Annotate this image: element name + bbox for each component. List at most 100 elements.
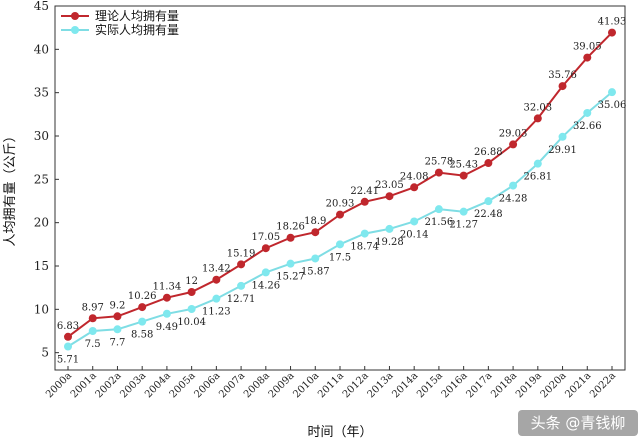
data-label-theoretical: 22.41 xyxy=(350,186,379,197)
plot-frame xyxy=(54,5,626,371)
data-point-actual xyxy=(212,294,221,303)
data-label-actual: 12.71 xyxy=(227,294,256,305)
x-tick-label: 2014a xyxy=(390,370,420,400)
data-label-actual: 26.81 xyxy=(523,172,552,183)
data-label-theoretical: 13.42 xyxy=(202,264,231,275)
data-point-theoretical xyxy=(410,183,419,192)
data-label-actual: 7.7 xyxy=(110,337,126,348)
data-point-actual xyxy=(261,268,270,277)
data-point-actual xyxy=(88,327,97,335)
data-point-actual xyxy=(583,108,592,117)
series-layer xyxy=(64,28,616,351)
data-point-theoretical xyxy=(484,159,493,168)
data-point-theoretical xyxy=(360,197,369,206)
data-point-actual xyxy=(360,229,369,238)
data-point-actual xyxy=(336,240,344,249)
data-label-theoretical: 41.93 xyxy=(598,17,627,28)
x-tick-label: 2021a xyxy=(563,370,593,400)
data-label-actual: 20.14 xyxy=(400,229,429,240)
y-tick-label: 40 xyxy=(34,42,49,56)
watermark: 头条 @青钱柳 xyxy=(518,410,638,436)
data-point-actual xyxy=(64,342,72,351)
data-label-theoretical: 8.97 xyxy=(82,302,104,313)
data-point-theoretical xyxy=(113,312,122,321)
data-label-actual: 21.27 xyxy=(449,220,478,231)
data-label-actual: 24.28 xyxy=(499,194,528,205)
x-tick-label: 2008a xyxy=(242,370,272,400)
data-label-actual: 11.23 xyxy=(202,307,231,318)
data-label-theoretical: 12 xyxy=(185,276,198,287)
data-point-theoretical xyxy=(608,28,616,37)
data-label-actual: 9.49 xyxy=(156,322,178,333)
y-axis-title: 人均拥有量（公斤） xyxy=(3,129,18,246)
data-point-theoretical xyxy=(434,168,443,177)
data-point-actual xyxy=(237,281,246,290)
data-point-theoretical xyxy=(459,171,468,180)
x-tick-label: 2019a xyxy=(514,370,544,400)
data-label-theoretical: 6.83 xyxy=(57,321,79,332)
y-tick-label: 10 xyxy=(34,302,49,316)
data-point-theoretical xyxy=(162,293,171,302)
x-axis-title: 时间（年） xyxy=(307,425,372,440)
data-label-theoretical: 10.26 xyxy=(128,291,157,302)
data-label-actual: 21.56 xyxy=(425,217,454,228)
data-point-actual xyxy=(187,304,196,313)
x-tick-label: 2005a xyxy=(168,370,198,400)
data-label-theoretical: 11.34 xyxy=(153,282,182,293)
data-point-theoretical xyxy=(187,288,196,296)
y-tick-label: 30 xyxy=(34,129,49,143)
x-tick-label: 2007a xyxy=(217,370,247,400)
data-point-theoretical xyxy=(286,233,295,242)
legend-label-theoretical: 理论人均拥有量 xyxy=(95,9,179,23)
x-tick-label: 2017a xyxy=(464,370,494,400)
data-point-actual xyxy=(459,207,468,216)
data-point-actual xyxy=(434,205,443,214)
data-point-theoretical xyxy=(88,314,97,323)
data-point-theoretical xyxy=(533,114,542,123)
x-tick-label: 2003a xyxy=(118,370,148,400)
x-tick-label: 2012a xyxy=(341,370,371,400)
watermark-background xyxy=(518,410,638,436)
x-tick-label: 2011a xyxy=(316,370,346,400)
x-tick-label: 2020a xyxy=(539,370,569,400)
legend-marker-theoretical xyxy=(71,12,79,20)
data-point-theoretical xyxy=(261,244,270,253)
data-label-actual: 35.06 xyxy=(598,100,627,111)
data-label-actual: 10.04 xyxy=(177,317,206,328)
data-label-actual: 15.87 xyxy=(301,266,330,277)
data-label-actual: 7.5 xyxy=(85,339,101,350)
data-point-theoretical xyxy=(336,210,344,219)
data-label-theoretical: 18.9 xyxy=(304,216,326,227)
legend-label-actual: 实际人均拥有量 xyxy=(95,22,179,37)
data-label-theoretical: 20.93 xyxy=(326,199,355,210)
data-point-theoretical xyxy=(509,140,518,149)
data-point-theoretical xyxy=(64,332,72,341)
data-point-actual xyxy=(558,132,567,141)
x-tick-label: 2016a xyxy=(440,370,470,400)
x-tick-label: 2004a xyxy=(143,370,173,400)
data-label-theoretical: 23.05 xyxy=(375,180,404,191)
series-line-actual xyxy=(67,91,613,348)
x-tick-label: 2022a xyxy=(588,370,618,400)
data-label-theoretical: 9.2 xyxy=(110,300,126,311)
legend-marker-actual xyxy=(71,26,79,34)
data-label-actual: 29.91 xyxy=(548,145,577,156)
y-axis: 5 10 15 20 25 30 35 40 45 xyxy=(34,0,59,360)
data-point-actual xyxy=(138,317,147,326)
data-point-actual xyxy=(113,325,122,334)
watermark-text: 头条 @青钱柳 xyxy=(531,414,626,432)
data-point-theoretical xyxy=(138,303,147,312)
data-point-actual xyxy=(410,217,419,226)
y-tick-label: 45 xyxy=(34,0,49,13)
data-point-theoretical xyxy=(558,82,567,91)
data-point-theoretical xyxy=(212,275,221,284)
y-tick-label: 35 xyxy=(34,86,49,100)
data-label-theoretical: 17.05 xyxy=(251,232,280,243)
data-label-theoretical: 15.19 xyxy=(227,248,256,259)
y-tick-label: 5 xyxy=(41,346,49,360)
data-point-actual xyxy=(286,259,295,268)
x-tick-label: 2006a xyxy=(192,370,222,400)
data-label-theoretical: 35.76 xyxy=(548,70,577,81)
data-label-theoretical: 25.43 xyxy=(449,160,478,171)
